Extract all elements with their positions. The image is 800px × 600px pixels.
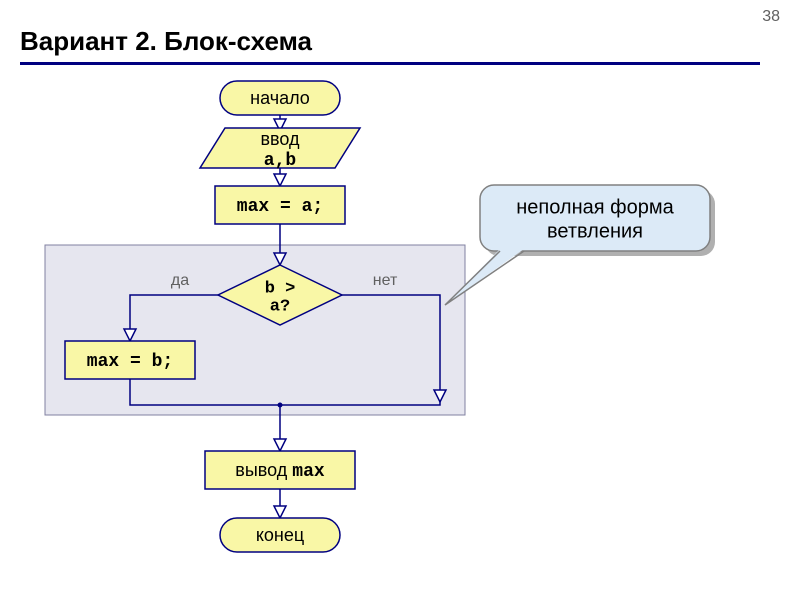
node-end-label: конец — [256, 525, 304, 545]
arrow-input-maxa — [274, 174, 286, 186]
label-no: нет — [373, 272, 398, 289]
flowchart-canvas: неполная форма ветвления да нет начало в… — [0, 70, 800, 600]
label-yes: да — [171, 272, 189, 289]
node-maxa-label: max = a; — [237, 197, 323, 217]
node-maxb-label: max = b; — [87, 352, 173, 372]
page-number: 38 — [762, 8, 780, 26]
node-output-label: вывод max — [235, 460, 325, 482]
callout-text-1: неполная форма — [516, 196, 674, 218]
node-input-label1: ввод — [260, 129, 300, 149]
arrow-output-end — [274, 506, 286, 518]
arrow-merge-output — [274, 439, 286, 451]
page-title: Вариант 2. Блок-схема — [20, 26, 312, 57]
branch-region — [45, 245, 465, 415]
node-cond-label2: a? — [270, 297, 290, 316]
title-underline — [20, 62, 760, 65]
node-cond-label1: b > — [265, 279, 296, 298]
node-input-label2: a,b — [264, 151, 296, 171]
callout-text-2: ветвления — [547, 220, 643, 242]
node-start-label: начало — [250, 88, 310, 108]
